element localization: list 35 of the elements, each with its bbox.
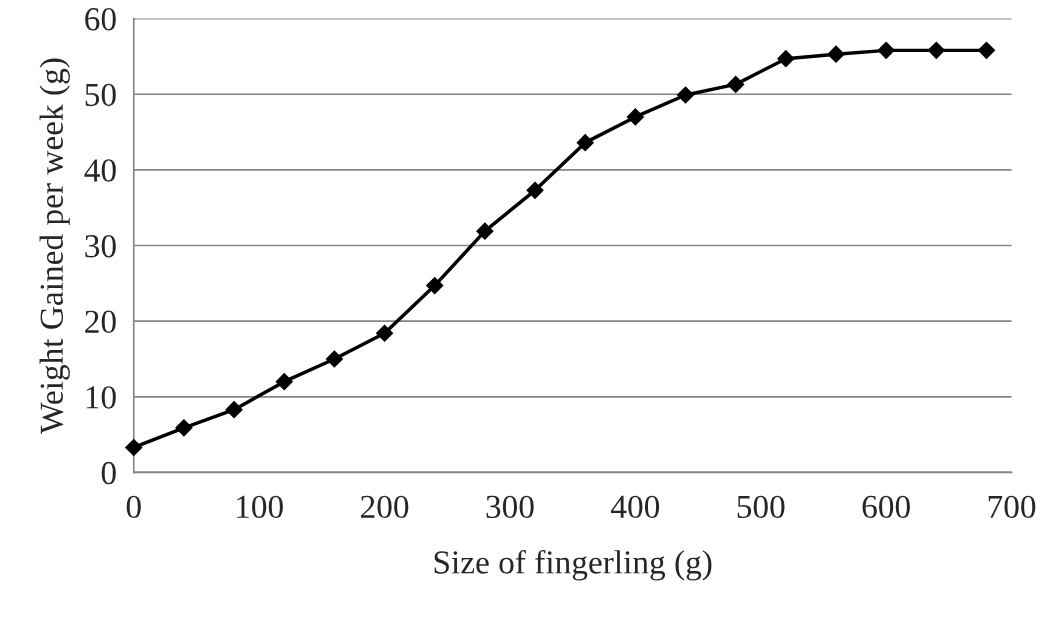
y-axis-title: Weight Gained per week (g) bbox=[39, 58, 70, 434]
x-tick-label: 700 bbox=[988, 495, 1036, 519]
y-tick-label: 0 bbox=[101, 461, 116, 485]
point bbox=[175, 419, 193, 437]
point bbox=[927, 41, 945, 59]
x-tick-label: 500 bbox=[737, 495, 785, 519]
x-tick-label: 100 bbox=[237, 495, 283, 519]
point bbox=[125, 438, 143, 457]
y-tick-label: 10 bbox=[86, 386, 116, 409]
point bbox=[376, 324, 394, 342]
point bbox=[426, 277, 444, 295]
y-tick-label: 50 bbox=[85, 83, 116, 107]
x-tick-label: 200 bbox=[361, 495, 409, 519]
point bbox=[827, 45, 845, 63]
y-tick-label: 20 bbox=[85, 310, 116, 334]
x-tick-label: 0 bbox=[126, 495, 141, 519]
point bbox=[977, 41, 996, 59]
x-tick-label: 300 bbox=[486, 495, 534, 519]
point bbox=[727, 75, 745, 93]
x-tick-label: 600 bbox=[862, 495, 910, 519]
point bbox=[476, 222, 494, 240]
y-tick-label: 40 bbox=[84, 159, 116, 182]
point bbox=[275, 373, 293, 391]
point bbox=[225, 401, 243, 419]
x-axis-title: Size of fingerling (g) bbox=[434, 549, 712, 581]
point bbox=[526, 181, 544, 199]
point bbox=[777, 50, 795, 68]
y-tick-label: 30 bbox=[85, 234, 116, 258]
point bbox=[877, 41, 895, 59]
point bbox=[626, 108, 644, 126]
point bbox=[676, 86, 695, 104]
x-tick-label: 400 bbox=[611, 495, 660, 519]
y-tick-label: 60 bbox=[85, 8, 116, 31]
point bbox=[576, 134, 594, 152]
point bbox=[325, 350, 343, 368]
